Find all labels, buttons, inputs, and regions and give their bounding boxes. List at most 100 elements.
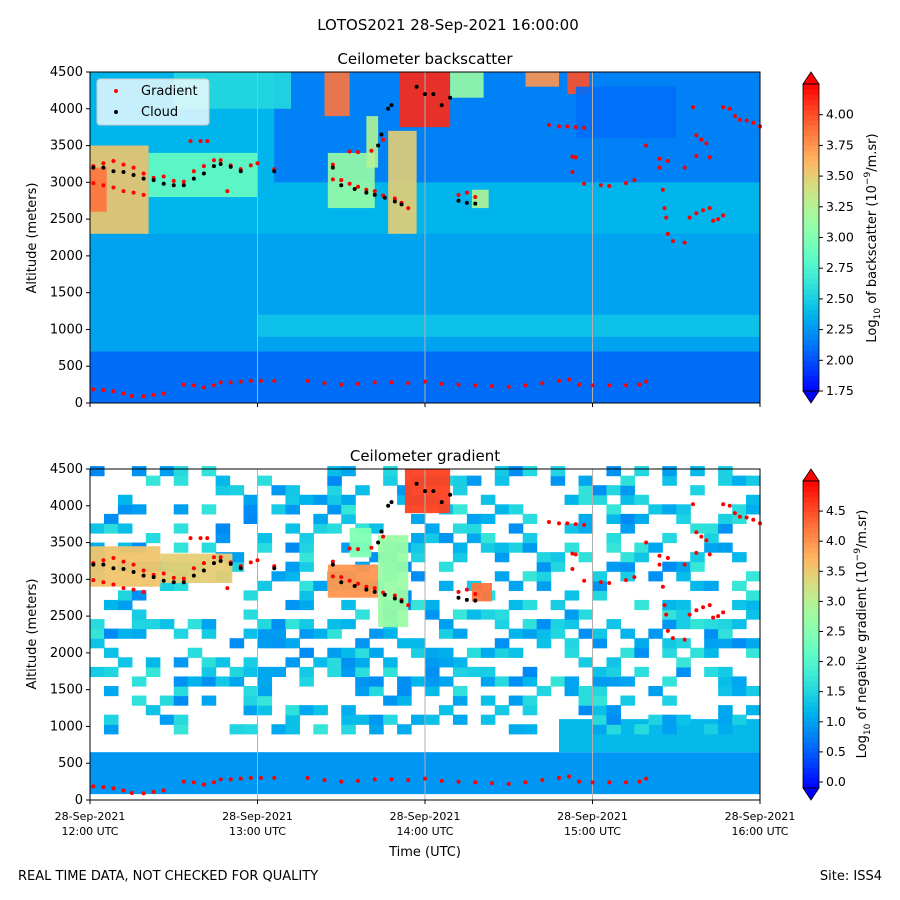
gradient-marker: [141, 192, 146, 197]
field-patch: [271, 666, 287, 678]
field-patch: [327, 523, 342, 534]
gradient-marker: [161, 788, 166, 793]
panel-title-gradient: Ceilometer gradient: [350, 447, 500, 465]
colorbar-segment: [803, 716, 819, 723]
gradient-marker: [727, 503, 732, 508]
gradient-marker: [161, 174, 166, 179]
field-patch: [494, 647, 510, 658]
cloud-marker: [228, 561, 233, 566]
colorbar-segment: [803, 496, 819, 503]
colorbar-segment: [803, 242, 819, 249]
gradient-marker: [691, 502, 695, 507]
gradient-marker: [339, 178, 344, 183]
field-patch: [201, 666, 217, 678]
cloud-marker: [181, 183, 186, 188]
field-patch: [299, 599, 314, 611]
legend: Gradient Cloud: [96, 78, 210, 126]
gradient-marker: [660, 187, 665, 192]
gradient-marker: [506, 781, 511, 786]
field-patch: [676, 609, 691, 620]
field-patch: [229, 552, 245, 563]
gradient-marker: [255, 558, 260, 563]
field-patch: [564, 590, 580, 601]
field-patch: [355, 638, 370, 649]
field-patch: [620, 485, 635, 496]
gradient-marker: [211, 780, 216, 785]
field-patch: [480, 542, 496, 553]
colorbar-segment: [803, 767, 819, 774]
field-patch: [466, 475, 482, 486]
field-patch: [201, 657, 217, 668]
field-patch: [117, 657, 133, 668]
field-patch: [383, 466, 398, 477]
colorbar-segment: [803, 675, 819, 682]
gradient-marker: [464, 190, 469, 195]
colorbar-segment: [803, 334, 819, 341]
gradient-marker: [423, 776, 427, 781]
field-patch: [411, 571, 426, 582]
field-patch: [522, 695, 538, 706]
gradient-marker: [322, 778, 327, 783]
colorbar-segment: [803, 619, 819, 625]
field-patch: [173, 657, 189, 668]
field-patch: [299, 619, 314, 630]
field-patch: [746, 504, 761, 515]
gradient-marker: [392, 593, 397, 598]
gradient-marker: [372, 189, 377, 194]
field-patch: [578, 485, 594, 496]
field-patch: [438, 561, 454, 572]
gradient-marker: [191, 383, 196, 388]
field-patch: [718, 523, 733, 534]
field-patch: [508, 466, 524, 477]
field-patch: [145, 657, 161, 668]
field-patch: [746, 685, 761, 697]
field-patch: [397, 485, 412, 496]
gradient-marker: [101, 580, 106, 585]
field-patch: [648, 714, 663, 725]
field-patch: [229, 561, 245, 572]
field-patch: [131, 619, 147, 630]
field-patch: [508, 695, 524, 706]
field-patch: [480, 676, 496, 687]
field-patch: [480, 647, 496, 658]
colorbar-segment: [803, 119, 819, 126]
gradient-marker: [694, 608, 699, 613]
field-patch: [494, 638, 510, 649]
colorbar-segment: [803, 757, 819, 764]
field-patch: [173, 676, 189, 687]
gradient-marker: [657, 156, 662, 161]
colorbar-segment: [803, 486, 819, 492]
field-patch: [131, 609, 147, 620]
field-patch: [103, 523, 119, 534]
xtick-label-date: 28-Sep-2021: [55, 810, 126, 823]
cloud-marker: [473, 598, 478, 603]
colorbar-max-extend: [802, 71, 820, 85]
field-patch: [662, 561, 677, 572]
colorbar-segment: [803, 232, 819, 239]
gradient-marker: [406, 778, 411, 783]
gradient-marker: [339, 382, 344, 387]
field-patch: [452, 685, 468, 697]
field-patch: [285, 724, 300, 735]
legend-box: [96, 78, 210, 126]
field-patch: [564, 494, 580, 505]
field-patch: [676, 657, 691, 668]
cloud-marker: [352, 186, 357, 191]
field-patch: [173, 504, 189, 515]
gradient-marker: [682, 240, 687, 245]
field-patch: [550, 552, 566, 563]
field-patch: [662, 475, 677, 486]
colorbar-tick-label: 2.25: [826, 322, 854, 337]
colorbar-segment: [803, 701, 819, 707]
gradient-marker: [727, 106, 732, 111]
field-patch: [536, 552, 552, 563]
field-patch: [592, 638, 608, 649]
gradient-colorbar-label: Log10 of negative gradient (10−9/m.sr): [853, 510, 873, 759]
field-patch: [229, 638, 245, 649]
cloud-marker: [392, 199, 397, 204]
cloud-marker: [339, 183, 344, 188]
gradient-marker: [523, 383, 528, 388]
field-patch: [522, 542, 538, 553]
field-patch: [285, 504, 300, 515]
cloud-marker: [141, 176, 146, 181]
